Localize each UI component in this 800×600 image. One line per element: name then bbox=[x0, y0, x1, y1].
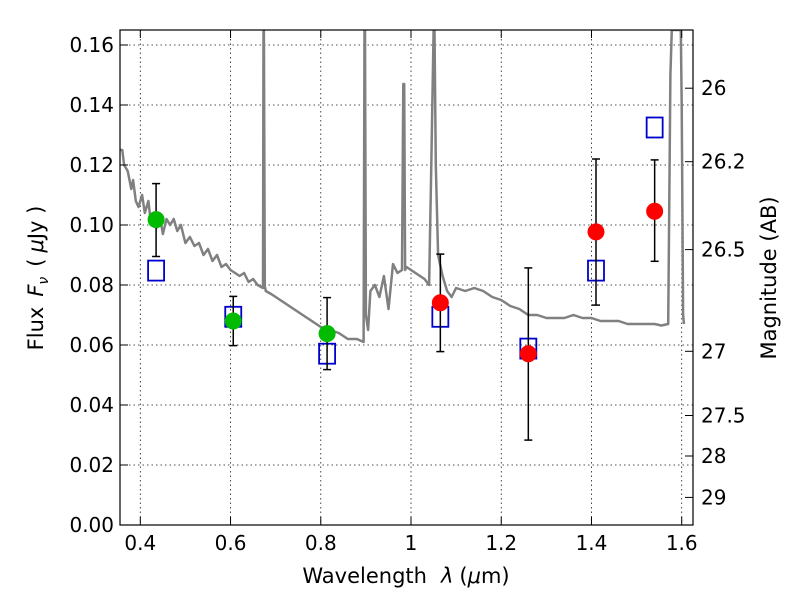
spectrum-line bbox=[120, 30, 686, 344]
grid-layer bbox=[120, 30, 693, 525]
marker-layer bbox=[147, 116, 664, 441]
y-tick-label: 0.16 bbox=[69, 33, 114, 57]
right-tick-label: 27.5 bbox=[701, 404, 746, 428]
x-tick-label: 1.4 bbox=[576, 531, 608, 555]
x-tick-label: 1 bbox=[405, 531, 418, 555]
y-axis-left-label: FluxFν(μJy ) bbox=[24, 206, 52, 351]
y-tick-label: 0.00 bbox=[69, 513, 114, 537]
right-tick-label: 28 bbox=[701, 444, 726, 468]
spectrum-layer bbox=[120, 30, 686, 344]
y-tick-label: 0.04 bbox=[69, 393, 114, 417]
data-point bbox=[646, 202, 664, 220]
x-tick-label: 0.4 bbox=[124, 531, 156, 555]
y-tick-label: 0.02 bbox=[69, 453, 114, 477]
x-tick-label: 1.6 bbox=[666, 531, 698, 555]
y-tick-label: 0.12 bbox=[69, 153, 114, 177]
right-tick-label: 26 bbox=[701, 76, 726, 100]
y-tick-label: 0.06 bbox=[69, 333, 114, 357]
data-point bbox=[519, 345, 537, 363]
data-point bbox=[431, 294, 449, 312]
x-axis-label: Wavelength λ (μm) bbox=[302, 564, 509, 588]
y-tick-label: 0.08 bbox=[69, 273, 114, 297]
model-square bbox=[147, 259, 165, 282]
data-point bbox=[147, 211, 165, 229]
x-tick-label: 1.2 bbox=[485, 531, 517, 555]
axis-layer: 0.4 0.6 0.8 1 1.2 1.4 1.6 0.00 0.02 0.04 0.06 0.08 0… bbox=[69, 30, 746, 555]
x-tick-label: 0.6 bbox=[215, 531, 247, 555]
x-tick-label: 0.8 bbox=[305, 531, 337, 555]
y-tick-label: 0.14 bbox=[69, 93, 114, 117]
right-tick-label: 26.2 bbox=[701, 150, 746, 174]
y-axis-right-label: Magnitude (AB) bbox=[757, 196, 781, 359]
model-square bbox=[645, 116, 664, 139]
data-point bbox=[587, 223, 605, 241]
data-point bbox=[224, 312, 242, 330]
right-tick-label: 26.5 bbox=[701, 238, 746, 262]
data-point bbox=[318, 325, 336, 343]
y-tick-label: 0.10 bbox=[69, 213, 114, 237]
plot-frame bbox=[119, 29, 694, 526]
right-tick-label: 29 bbox=[701, 485, 726, 509]
right-tick-label: 27 bbox=[701, 339, 726, 363]
